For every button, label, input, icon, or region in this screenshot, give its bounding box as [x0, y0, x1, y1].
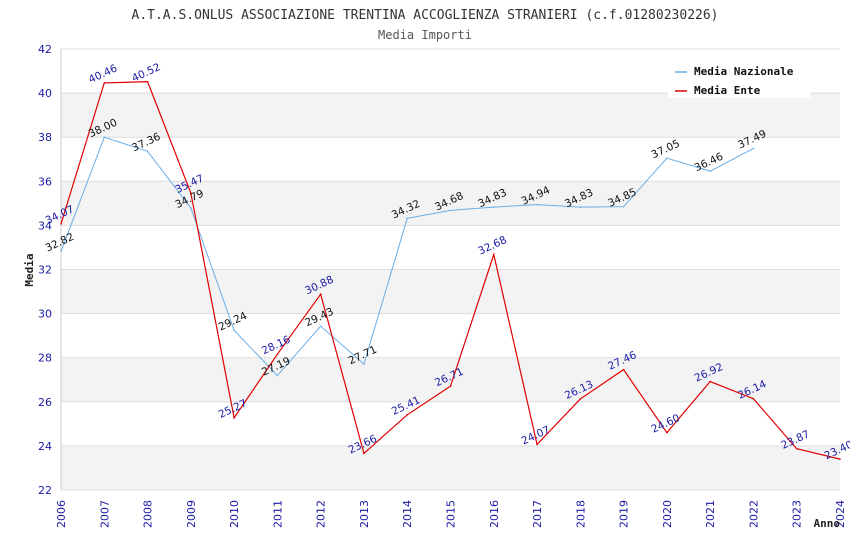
data-point	[492, 253, 495, 256]
data-point	[103, 136, 106, 138]
data-point	[190, 207, 192, 209]
y-tick-label: 36	[38, 175, 52, 188]
y-axis-ticks: 22 24 26 28 30 32 34 36 38 40 42	[38, 43, 52, 497]
data-point	[709, 380, 711, 383]
data-point	[536, 203, 538, 206]
chart-title: A.T.A.S.ONLUS ASSOCIAZIONE TRENTINA ACCO…	[132, 8, 719, 23]
data-point	[319, 325, 322, 327]
plot-bands	[61, 49, 840, 490]
plot-band	[61, 93, 840, 138]
data-point	[449, 209, 452, 212]
data-point	[60, 250, 62, 253]
data-point	[146, 80, 149, 83]
x-tick-label: 2013	[358, 500, 371, 528]
plot-band	[61, 357, 840, 402]
data-point	[666, 157, 668, 159]
x-tick-label: 2012	[315, 500, 328, 528]
y-tick-label: 38	[38, 131, 52, 144]
data-point	[319, 293, 322, 295]
x-tick-label: 2019	[618, 500, 631, 528]
data-point	[363, 363, 365, 365]
data-point	[492, 206, 495, 208]
x-tick-label: 2009	[185, 500, 198, 528]
series-lines	[60, 80, 841, 460]
x-tick-label: 2018	[574, 500, 587, 528]
x-tick-label: 2021	[704, 500, 717, 528]
data-point	[622, 205, 625, 208]
data-point	[406, 414, 409, 416]
data-point	[536, 443, 538, 446]
y-axis-label: Media	[23, 253, 36, 286]
data-point	[276, 374, 279, 377]
x-tick-label: 2007	[98, 500, 111, 528]
x-tick-label: 2010	[228, 500, 241, 528]
data-point	[233, 329, 235, 332]
x-tick-label: 2017	[531, 500, 544, 528]
x-tick-label: 2008	[142, 500, 155, 528]
data-point	[795, 447, 798, 450]
data-point	[276, 353, 279, 355]
plot-band	[61, 401, 840, 446]
x-tick-label: 2015	[445, 500, 458, 528]
data-point	[190, 192, 192, 194]
data-point	[146, 150, 149, 153]
data-point	[449, 385, 452, 387]
data-point	[103, 82, 106, 84]
y-tick-label: 32	[38, 264, 52, 277]
legend-label-media-nazionale: Media Nazionale	[694, 65, 794, 78]
x-tick-label: 2011	[271, 500, 284, 528]
x-tick-label: 2024	[834, 500, 847, 528]
y-tick-label: 22	[38, 484, 52, 497]
x-axis-ticks: 2006 2007 2008 2009 2010 2011 2012 2013 2014 2015…	[55, 500, 847, 528]
plot-band	[61, 181, 840, 226]
data-point	[406, 217, 409, 220]
x-tick-label: 2006	[55, 500, 68, 528]
x-tick-label: 2022	[747, 500, 760, 528]
data-point	[752, 397, 755, 400]
plot-band	[61, 225, 840, 270]
y-tick-label: 40	[38, 87, 52, 100]
grid-lines	[60, 48, 840, 491]
x-tick-label: 2023	[791, 500, 804, 528]
data-point	[622, 368, 625, 371]
y-tick-label: 30	[38, 308, 52, 321]
y-tick-label: 42	[38, 43, 52, 56]
plot-band	[61, 269, 840, 314]
data-point	[709, 170, 711, 172]
legend: Media Nazionale Media Ente	[668, 60, 810, 98]
plot-band	[61, 313, 840, 358]
legend-box	[668, 60, 810, 98]
x-tick-label: 2020	[661, 500, 674, 528]
plot-band	[61, 137, 840, 182]
chart-subtitle: Media Importi	[378, 28, 472, 42]
y-tick-label: 28	[38, 352, 52, 365]
x-axis-label: Anno	[814, 517, 841, 530]
data-point	[752, 147, 755, 150]
data-point	[363, 452, 365, 455]
x-tick-label: 2014	[401, 500, 414, 528]
legend-label-media-ente: Media Ente	[694, 84, 761, 97]
data-point	[839, 458, 841, 460]
y-tick-label: 34	[38, 219, 52, 232]
data-point	[579, 398, 582, 400]
data-point	[233, 417, 235, 419]
data-point	[60, 223, 62, 225]
plot-band	[61, 445, 840, 490]
y-tick-label: 26	[38, 396, 52, 409]
data-point	[579, 206, 582, 208]
y-tick-label: 24	[38, 440, 52, 453]
data-point	[666, 431, 668, 434]
x-tick-label: 2016	[488, 500, 501, 528]
